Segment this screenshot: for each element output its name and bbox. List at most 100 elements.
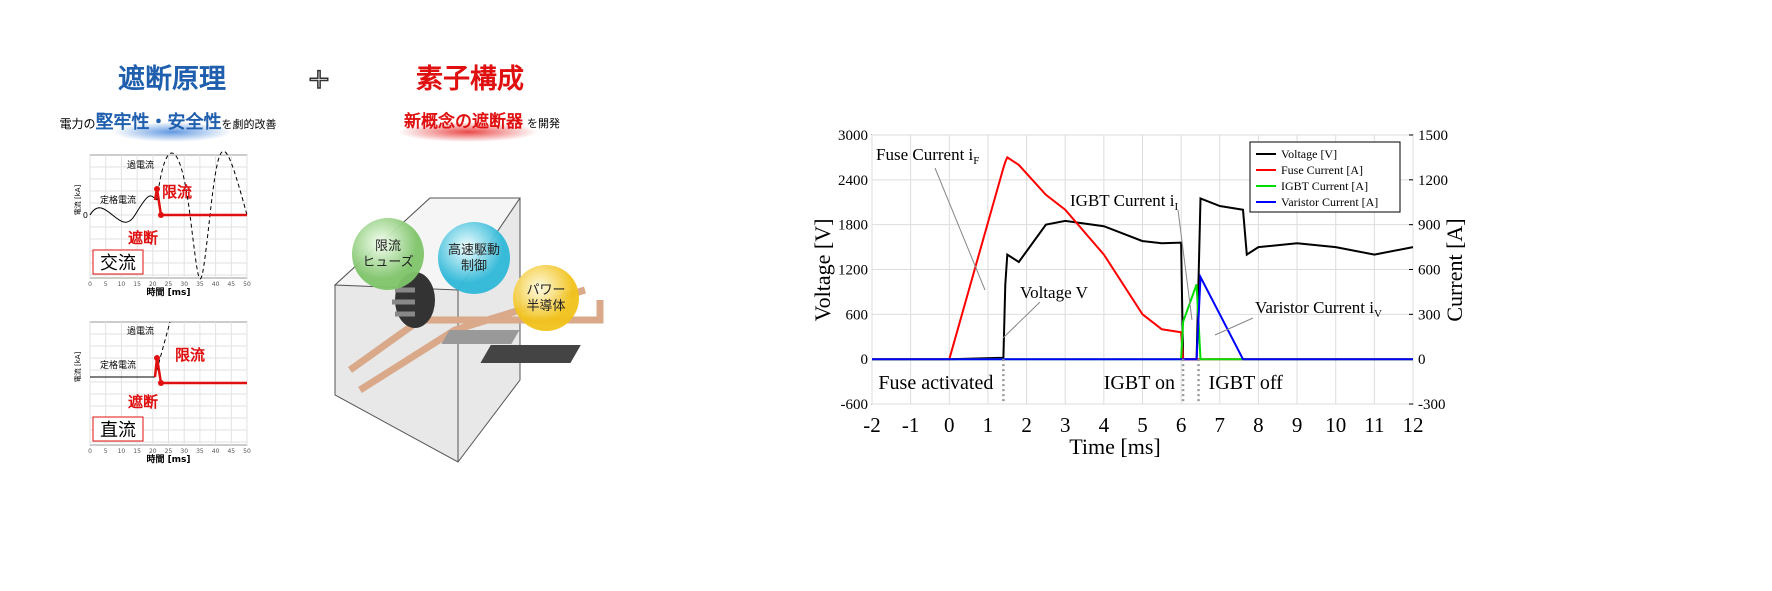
point: [154, 355, 160, 361]
y-tick-label: 0: [83, 211, 88, 220]
diagram: 遮断原理 + 素子構成 電力の堅牢性・安全性を劇的改善 新概念の遮断器 を開発 限…: [59, 61, 604, 465]
event-label: IGBT off: [1209, 372, 1284, 394]
label: 過電流: [127, 325, 154, 337]
y2-tick-label: 600: [1418, 263, 1441, 279]
x-tick-label: 15: [133, 281, 141, 288]
x-tick-label: 30: [180, 281, 188, 288]
x-tick-label: 45: [227, 448, 235, 455]
x-axis-label: 時間 [ms]: [146, 286, 190, 298]
legend-label: Fuse Current [A]: [1281, 163, 1363, 177]
point: [154, 186, 160, 192]
annotation: Varistor Current iV: [1255, 298, 1382, 320]
y-tick-label: 1800: [838, 218, 868, 234]
label: 遮断: [128, 393, 158, 411]
annotation-sub: V: [1374, 308, 1382, 320]
annotation-text: Varistor Current i: [1255, 298, 1374, 317]
x-tick-label: 10: [1325, 413, 1346, 437]
y-tick-label: 1200: [838, 263, 868, 279]
leader: [934, 167, 986, 291]
x-tick-label: 5: [1137, 413, 1148, 437]
x-tick-label: 30: [180, 448, 188, 455]
x-tick-label: 5: [104, 448, 108, 455]
y2-axis-label: Current [A]: [1442, 218, 1467, 321]
label: 定格電流: [100, 359, 136, 371]
series-line: [872, 197, 1414, 361]
y-tick-label: 600: [846, 307, 869, 323]
plus: +: [307, 62, 330, 95]
annotation-text: Voltage V: [1020, 283, 1089, 302]
x-tick-label: 35: [196, 281, 204, 288]
subtitle: 電力の堅牢性・安全性を劇的改善: [59, 111, 276, 133]
annotation-sub: F: [973, 155, 979, 167]
subtitle-part: を開発: [527, 116, 560, 130]
glow: [112, 122, 232, 142]
x-tick-label: 45: [227, 281, 235, 288]
x-tick-label: 11: [1364, 413, 1384, 437]
device-illustration: [333, 197, 604, 463]
x-tick-label: 20: [149, 448, 157, 455]
x-tick-label: 10: [118, 281, 126, 288]
rated-curve: [89, 195, 158, 223]
y-axis-label: 電流 [kA]: [73, 184, 82, 215]
subtitle-part: 堅牢性・安全性: [96, 111, 222, 133]
legend-label: Varistor Current [A]: [1281, 195, 1378, 209]
bubble-label: 高速駆動: [448, 242, 500, 258]
y-tick-label: 2400: [838, 173, 868, 189]
subtitle: 新概念の遮断器 を開発: [404, 111, 560, 132]
series-line: [872, 273, 1413, 361]
annotation-text: Fuse Current i: [876, 145, 974, 164]
y2-tick-label: -300: [1418, 397, 1446, 413]
event-label: Fuse activated: [878, 372, 993, 394]
bubble-label: ヒューズ: [362, 254, 413, 270]
y2-tick-label: 1500: [1418, 128, 1448, 144]
annotation-text: IGBT Current i: [1070, 191, 1175, 210]
glow: [398, 122, 538, 142]
bubble-label: パワー: [526, 283, 565, 298]
legend-label: Voltage [V]: [1281, 147, 1337, 161]
x-tick-label: 25: [165, 448, 173, 455]
label: 過電流: [127, 159, 154, 171]
label: 直流: [100, 420, 136, 441]
x-axis-label: 時間 [ms]: [146, 453, 190, 465]
point: [158, 380, 164, 386]
main-chart: Time [ms] Voltage [V] Current [A] -2 -1 0 1…: [810, 128, 1467, 459]
y2-tick-label: 0: [1418, 352, 1426, 368]
x-tick-label: 0: [944, 413, 955, 437]
annotation: Fuse Current iF: [876, 145, 979, 167]
subtitle-part: 電力の: [59, 117, 95, 131]
x-tick-label: 0: [88, 281, 92, 288]
x-tick-label: 15: [133, 448, 141, 455]
annotation: IGBT Current iI: [1070, 191, 1179, 213]
legend-label: IGBT Current [A]: [1281, 179, 1368, 193]
event-label: IGBT on: [1104, 372, 1175, 394]
x-tick-label: 35: [196, 448, 204, 455]
leader: [1002, 301, 1041, 339]
subtitle-part: 新概念の遮断器: [404, 111, 524, 132]
label: 限流: [175, 346, 205, 364]
x-tick-label: 50: [243, 281, 251, 288]
point: [158, 212, 164, 218]
y-tick-label: -600: [841, 397, 869, 413]
x-tick-label: 20: [149, 281, 157, 288]
x-tick-label: -2: [863, 413, 881, 437]
y-axis-label: Voltage [V]: [810, 219, 835, 322]
label: 交流: [100, 253, 136, 274]
kind-box: [92, 416, 144, 442]
bubble-label: 半導体: [526, 299, 565, 314]
x-tick-label: 8: [1253, 413, 1264, 437]
x-tick-label: 2: [1021, 413, 1032, 437]
x-tick-label: 50: [243, 448, 251, 455]
over-curve: [156, 150, 248, 280]
x-tick-label: 0: [88, 448, 92, 455]
leader: [1214, 317, 1254, 336]
title: 素子構成: [416, 64, 524, 95]
x-tick-label: 1: [983, 413, 994, 437]
title: 遮断原理: [118, 63, 226, 95]
x-tick-label: 40: [212, 448, 220, 455]
limit-curve: [153, 188, 247, 217]
y-tick-label: 0: [861, 352, 869, 368]
x-tick-label: 4: [1099, 413, 1110, 437]
subtitle-part: を劇的改善: [222, 117, 277, 131]
annotation: Voltage V: [1020, 283, 1089, 302]
